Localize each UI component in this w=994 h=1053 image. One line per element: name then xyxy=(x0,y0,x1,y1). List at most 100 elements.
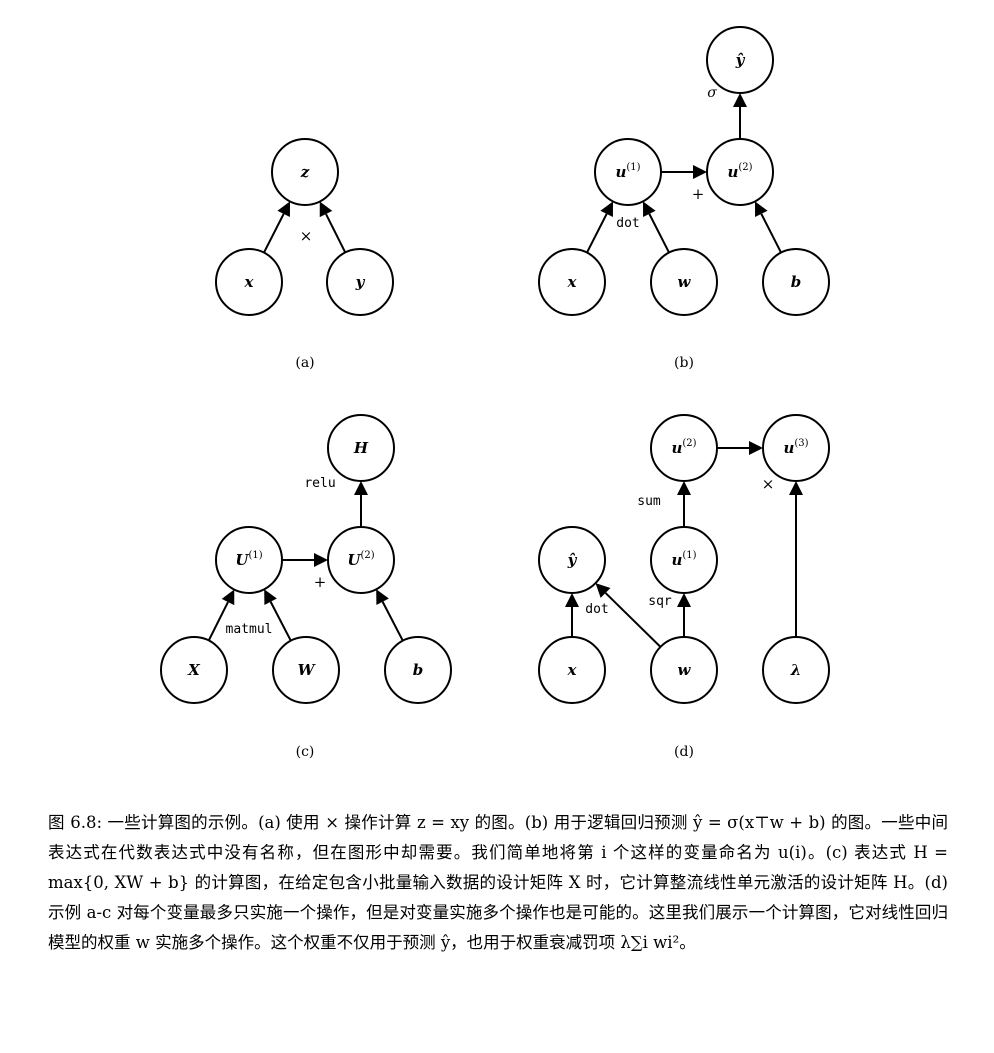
node-yhat: ŷ xyxy=(538,526,606,594)
arrowhead-icon xyxy=(600,201,614,218)
edge-lambda-to-u3 xyxy=(789,481,803,637)
arrowhead-icon xyxy=(354,481,368,495)
edge-W-to-U1 xyxy=(264,589,292,642)
figure-caption: 图 6.8: 一些计算图的示例。(a) 使用 × 操作计算 z = xy 的图。… xyxy=(48,813,948,952)
edge-x-to-z xyxy=(263,201,291,254)
panel-a: z x y × (a) xyxy=(215,138,394,371)
edge-y-to-z xyxy=(319,201,347,253)
op-label: + xyxy=(692,185,705,203)
arrowhead-icon xyxy=(565,593,579,607)
edge-u1-to-u2 xyxy=(661,165,707,179)
panel-d: u(2) u(3) ŷ u(1) x w λ sum × dot sqr (d) xyxy=(538,414,830,760)
arrowhead-icon xyxy=(319,201,333,218)
panel-b: ŷ u(1) u(2) x w b σ dot + (b) xyxy=(538,26,830,371)
node-label: y xyxy=(355,273,366,291)
arrowhead-icon xyxy=(376,589,389,605)
panel-sublabel: (b) xyxy=(674,355,694,371)
node-u2: u(2) xyxy=(650,414,718,482)
arrowhead-icon xyxy=(314,553,328,567)
node-X: X xyxy=(160,636,228,704)
node-label: w xyxy=(678,661,692,679)
node-u2: u(2) xyxy=(706,138,774,206)
arrowhead-icon xyxy=(677,481,691,495)
op-label: dot xyxy=(585,602,608,617)
node-x: x xyxy=(538,636,606,704)
node-y: y xyxy=(326,248,394,316)
op-label: sqr xyxy=(648,594,672,609)
node-W: W xyxy=(272,636,340,704)
op-label: matmul xyxy=(226,622,273,637)
arrowhead-icon xyxy=(277,201,291,218)
arrowhead-icon xyxy=(789,481,803,495)
edge-w-to-u1 xyxy=(642,201,670,254)
node-x: x xyxy=(215,248,283,316)
op-label: relu xyxy=(304,476,335,491)
node-u1: u(1) xyxy=(594,138,662,206)
edge-w-to-yhat xyxy=(595,583,662,648)
node-b: b xyxy=(384,636,452,704)
node-H: H xyxy=(327,414,395,482)
op-label: σ xyxy=(707,85,717,101)
arrowhead-icon xyxy=(221,589,235,606)
arrowhead-icon xyxy=(595,583,611,598)
node-w: w xyxy=(650,636,718,704)
node-lambda: λ xyxy=(762,636,830,704)
op-label: dot xyxy=(616,216,639,231)
arrowhead-icon xyxy=(677,593,691,607)
arrowhead-icon xyxy=(749,441,763,455)
node-label: u(2) xyxy=(671,438,696,457)
node-label: U(2) xyxy=(347,550,374,569)
node-label: x xyxy=(244,273,255,291)
arrowhead-icon xyxy=(733,93,747,107)
node-yhat: ŷ xyxy=(706,26,774,94)
edge-b-to-U2 xyxy=(376,589,404,642)
node-w: w xyxy=(650,248,718,316)
node-label: u(3) xyxy=(783,438,808,457)
node-label: z xyxy=(300,163,310,181)
edge-U2-to-H xyxy=(354,481,368,527)
panel-sublabel: (a) xyxy=(295,355,314,371)
edge-x-to-yhat xyxy=(565,593,579,637)
node-label: u(2) xyxy=(727,162,752,181)
edge-b-to-u2 xyxy=(754,201,782,254)
panel-sublabel: (c) xyxy=(296,744,315,760)
node-b: b xyxy=(762,248,830,316)
op-label: sum xyxy=(637,494,661,509)
op-label: × xyxy=(762,475,775,493)
edge-X-to-U1 xyxy=(207,589,235,641)
node-u3: u(3) xyxy=(762,414,830,482)
node-label: ŷ xyxy=(735,51,746,69)
op-label: × xyxy=(300,227,313,245)
node-label: x xyxy=(567,661,578,679)
node-U2: U(2) xyxy=(327,526,395,594)
edge-w-to-u1 xyxy=(677,593,691,637)
node-label: X xyxy=(187,661,201,679)
op-label: + xyxy=(314,573,327,591)
node-label: w xyxy=(678,273,692,291)
node-label: u(1) xyxy=(615,162,640,181)
arrowhead-icon xyxy=(264,589,277,605)
node-label: u(1) xyxy=(671,550,696,569)
edge-x-to-u1 xyxy=(586,201,614,254)
node-label: λ xyxy=(790,661,802,679)
edge-u1-to-u2 xyxy=(677,481,691,527)
node-label: b xyxy=(791,273,802,291)
node-z: z xyxy=(271,138,339,206)
arrowhead-icon xyxy=(754,201,768,218)
node-label: x xyxy=(567,273,578,291)
edge-u2-to-yhat xyxy=(733,93,747,139)
node-U1: U(1) xyxy=(215,526,283,594)
node-x: x xyxy=(538,248,606,316)
node-label: H xyxy=(353,439,369,457)
edge-U1-to-U2 xyxy=(282,553,328,567)
edge-u2-to-u3 xyxy=(717,441,763,455)
node-label: ŷ xyxy=(567,551,578,569)
node-label: W xyxy=(298,661,317,679)
arrowhead-icon xyxy=(693,165,707,179)
panel-sublabel: (d) xyxy=(674,744,694,760)
node-label: b xyxy=(413,661,424,679)
arrowhead-icon xyxy=(642,201,656,218)
node-u1: u(1) xyxy=(650,526,718,594)
